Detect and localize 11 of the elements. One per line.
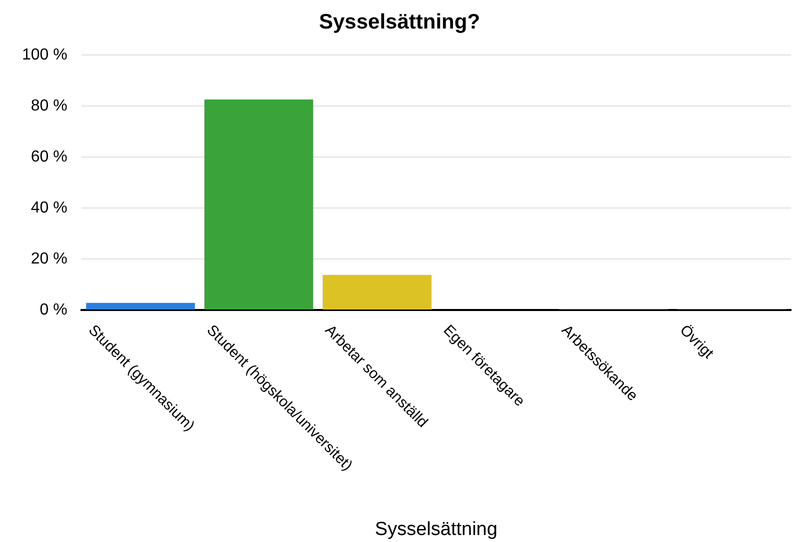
y-tick-label: 20 % bbox=[30, 250, 68, 268]
bar bbox=[322, 274, 432, 310]
x-axis-title: Sysselsättning bbox=[374, 519, 498, 540]
y-tick-label: 0 % bbox=[40, 301, 68, 318]
y-tick-label: 40 % bbox=[30, 199, 68, 216]
y-tick-label: 80 % bbox=[30, 98, 68, 115]
bar bbox=[86, 302, 195, 310]
y-tick-label: 100 % bbox=[22, 46, 68, 64]
y-tick-label: 60 % bbox=[30, 148, 68, 166]
bar bbox=[204, 100, 314, 310]
chart-title: Sysselsättning? bbox=[318, 10, 480, 34]
